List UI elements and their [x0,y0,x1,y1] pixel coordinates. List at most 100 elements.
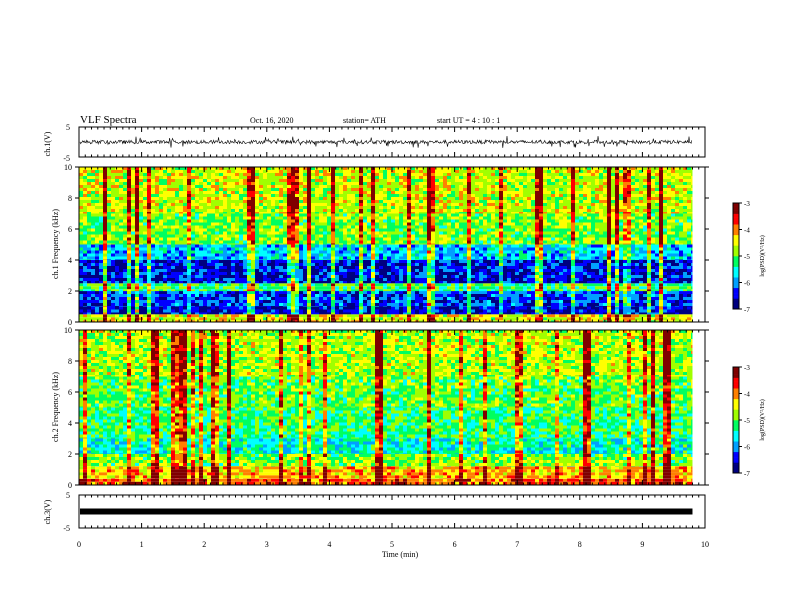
spectrogram-cell [243,257,247,260]
spectrogram-cell [131,214,135,217]
spectrogram-cell [535,281,539,283]
spectrogram-cell [655,266,659,269]
spectrogram-cell [639,275,643,278]
spectrogram-cell [635,300,639,303]
spectrogram-cell [155,297,159,300]
spectrogram-cell [307,260,311,263]
spectrogram-cell [535,297,539,300]
spectrogram-cell [291,260,295,261]
spectrogram-cell [683,266,687,269]
spectrogram-cell [459,251,463,254]
spectrogram-cell [371,214,375,217]
spectrogram-cell [479,283,483,286]
spectrogram-cell [163,214,167,217]
spectrogram-cell [571,245,575,248]
spectrogram-cell [135,269,139,272]
spectrogram-cell [619,257,623,260]
spectrogram-cell [371,248,375,251]
spectrogram-cell [195,248,199,251]
spectrogram-cell [199,223,203,226]
spectrogram-cell [595,245,599,248]
spectrogram-cell [227,260,231,263]
spectrogram-cell [411,300,415,303]
spectrogram-cell [627,266,631,269]
spectrogram-cell [515,283,519,286]
spectrogram-cell [91,272,95,275]
spectrogram-cell [331,260,335,263]
spectrogram-cell [367,257,371,260]
spectrogram-cell [211,317,215,320]
spectrogram-cell [303,313,307,315]
spectrogram-cell [183,286,187,289]
spectrogram-cell [343,251,347,254]
spectrogram-cell [551,245,555,248]
spectrogram-cell [547,297,551,300]
spectrogram-cell [691,314,692,317]
spectrogram-cell [423,307,427,310]
spectrogram-cell [95,214,99,217]
spectrogram-cell [339,266,343,269]
spectrogram-cell [255,272,259,275]
spectrogram-cell [143,313,147,315]
spectrogram-cell [427,275,431,278]
spectrogram-cell [231,263,235,266]
spectrogram-cell [539,275,543,278]
spectrogram-cell [547,314,551,317]
spectrogram-cell [123,263,127,266]
spectrogram-cell [391,275,395,278]
spectrogram-cell [631,314,635,317]
spectrogram-cell [119,272,123,275]
spectrogram-cell [187,214,191,217]
spectrogram-cell [411,314,415,317]
spectrogram-cell [115,245,119,248]
spectrogram-cell [371,220,375,223]
spectrogram-cell [267,223,271,226]
spectrogram-cell [371,275,375,278]
spectrogram-cell [531,314,535,317]
spectrogram-cell [111,281,115,283]
spectrogram-cell [455,289,459,291]
spectrogram-cell [383,266,387,269]
spectrogram-cell [607,300,611,303]
spectrogram-cell [559,220,563,223]
spectrogram-cell [107,260,111,261]
spectrogram-cell [235,297,239,300]
spectrogram-cell [595,260,599,263]
spectrogram-cell [487,317,491,320]
spectrogram-cell [231,317,235,320]
spectrogram-cell [567,297,571,300]
spectrogram-cell [215,217,219,220]
spectrogram-cell [107,297,111,300]
spectrogram-cell [503,300,507,303]
spectrogram-cell [127,278,131,281]
spectrogram-cell [655,307,659,310]
spectrogram-cell [99,254,103,257]
spectrogram-cell [223,248,227,251]
spectrogram-cell [171,266,175,269]
spectrogram-cell [239,263,243,266]
spectrogram-cell [143,214,147,217]
spectrogram-cell [647,314,651,317]
spectrogram-cell [79,275,83,278]
spectrogram-cell [203,263,207,266]
spectrogram-cell [95,291,99,294]
spectrogram-cell [515,269,519,272]
spectrogram-cell [303,294,307,297]
spectrogram-cell [199,314,203,317]
spectrogram-cell [387,307,391,310]
spectrogram-cell [371,251,375,254]
spectrogram-cell [531,251,535,254]
spectrogram-cell [103,278,107,281]
spectrogram-cell [115,257,119,260]
spectrogram-cell [415,300,419,303]
spectrogram-cell [495,266,499,269]
spectrogram-cell [567,314,571,317]
spectrogram-cell [303,283,307,286]
spectrogram-cell [227,248,231,251]
spectrogram-cell [551,269,555,272]
spectrogram-cell [187,257,191,260]
spectrogram-cell [159,297,163,300]
spectrogram-cell [139,297,143,300]
spectrogram-cell [403,272,407,275]
spectrogram-cell [163,263,167,266]
